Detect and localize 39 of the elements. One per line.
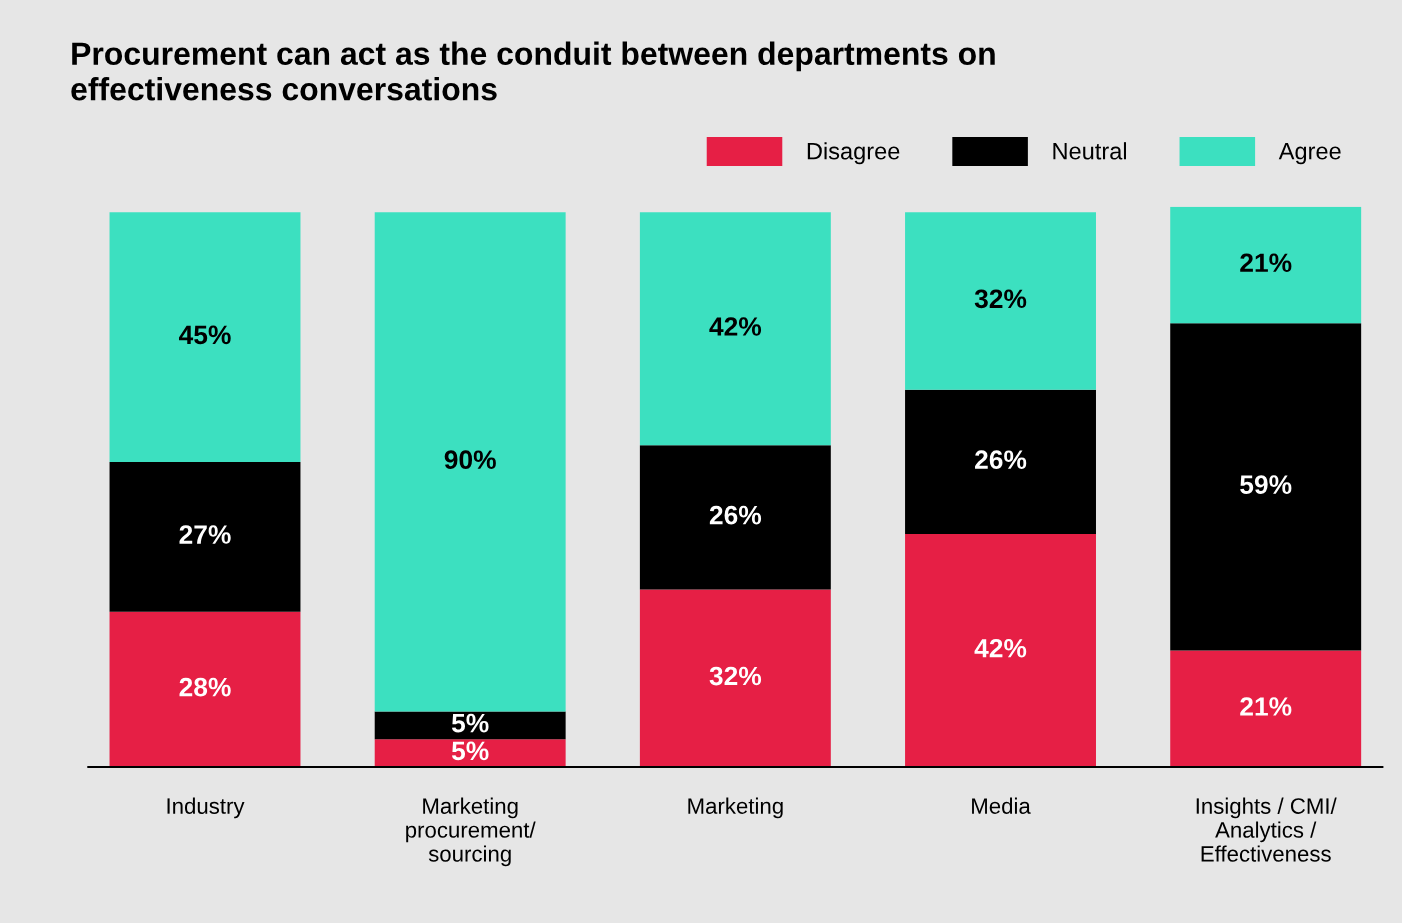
data-label: 26%: [709, 505, 762, 525]
bar: [374, 212, 566, 712]
bar: [109, 611, 301, 768]
legend-label: Disagree: [807, 142, 900, 165]
data-label: 32%: [709, 666, 762, 686]
bar: [109, 461, 301, 612]
bar: [374, 711, 566, 740]
data-label: 45%: [178, 325, 231, 345]
bar: [374, 739, 566, 768]
data-label: 42%: [709, 317, 762, 336]
bar: [639, 445, 831, 590]
bar: [905, 212, 1096, 390]
chart-title: Procurement can act as the conduit between departments on effectiveness conversations: [71, 41, 995, 101]
bar: [109, 212, 301, 462]
data-label: 59%: [1240, 475, 1292, 494]
data-label: 42%: [974, 638, 1027, 658]
bar: [1170, 206, 1362, 324]
bar: [905, 389, 1096, 535]
legend-label: Neutral: [1053, 142, 1127, 160]
data-label: 28%: [179, 677, 231, 697]
data-label: 26%: [975, 450, 1027, 469]
data-label: 27%: [179, 525, 231, 544]
data-label: 21%: [1240, 253, 1292, 273]
legend-label: Agree: [1278, 143, 1341, 165]
data-label: 32%: [974, 289, 1027, 309]
bar: [905, 534, 1096, 768]
x-tick-label: Marketing: [688, 797, 783, 819]
data-label: 21%: [1240, 697, 1292, 716]
x-tick-label: Industry: [167, 797, 245, 819]
x-tick-label: Insights / CMI/ Analytics / Effectiveness: [1196, 797, 1337, 862]
bar: [639, 212, 831, 446]
data-label: 5%: [451, 741, 489, 761]
x-tick-label: Media: [972, 797, 1031, 814]
bar: [639, 589, 831, 768]
data-label: 5%: [451, 713, 489, 733]
data-label: 90%: [444, 450, 496, 469]
bar: [1170, 323, 1362, 651]
bar: [1170, 650, 1362, 768]
x-tick-label: Marketing procurement/ sourcing: [406, 797, 536, 867]
